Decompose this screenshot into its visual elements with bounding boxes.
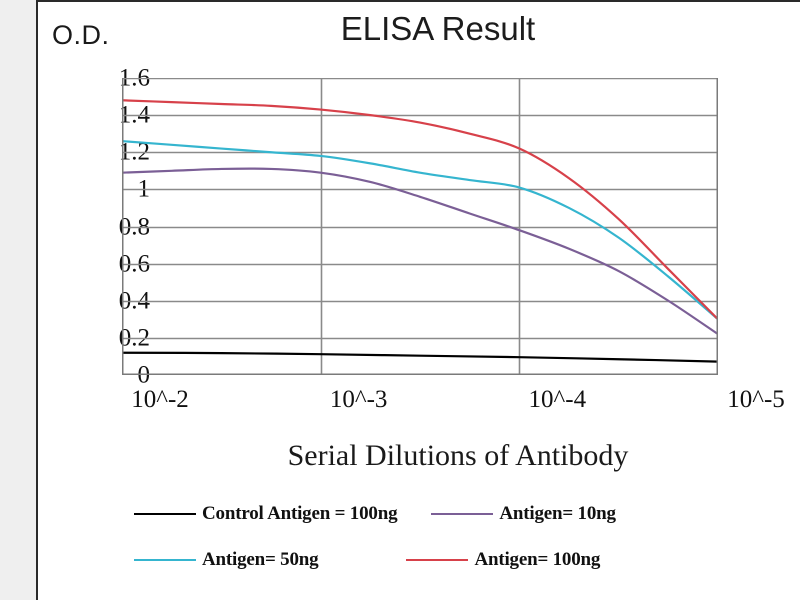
series-line xyxy=(122,167,718,336)
x-axis-tick-label: 10^-3 xyxy=(329,386,388,413)
chart-title: ELISA Result xyxy=(340,10,536,47)
legend-color-swatch xyxy=(134,513,196,515)
legend-antigen-50ng[interactable]: Antigen= 50ng xyxy=(134,549,319,571)
y-axis-tick-label: 0.8 xyxy=(118,213,150,240)
x-axis-tick-label: 10^-2 xyxy=(131,386,189,413)
legend-antigen-100ng[interactable]: Antigen= 100ng xyxy=(406,549,600,571)
x-axis-title: Serial Dilutions of Antibody xyxy=(287,439,629,472)
legend-label: Antigen= 50ng xyxy=(202,549,319,570)
x-axis-tick-label: 10^-5 xyxy=(727,386,785,413)
left-gutter xyxy=(0,0,36,600)
chart-legend: Control Antigen = 100ng Antigen= 10ng Ant… xyxy=(98,494,778,586)
legend-antigen-10ng[interactable]: Antigen= 10ng xyxy=(431,503,616,525)
plot-svg xyxy=(122,78,718,375)
series-line xyxy=(122,99,718,321)
y-axis-tick-label: 0 xyxy=(137,361,151,389)
legend-color-swatch xyxy=(431,513,494,515)
legend-row: Control Antigen = 100ng Antigen= 10ng xyxy=(98,494,800,534)
chart-canvas: O.D. ELISA Result 0 0.2 0.4 0.6 0.8 1 1.2 1.4 1.… xyxy=(38,2,800,600)
frame-top-border xyxy=(36,0,800,2)
y-axis-title: O.D. xyxy=(52,20,110,50)
series-line xyxy=(122,351,718,363)
x-axis-tick-label: 10^-4 xyxy=(528,386,587,413)
legend-label: Antigen= 10ng xyxy=(499,503,616,524)
plot-area xyxy=(122,78,718,375)
frame-left-border xyxy=(36,0,38,600)
x-axis-tick-labels: 10^-2 10^-3 10^-4 10^-5 xyxy=(76,386,800,420)
legend-row: Antigen= 50ng Antigen= 100ng xyxy=(98,540,800,580)
legend-color-swatch xyxy=(134,559,196,561)
legend-label: Antigen= 100ng xyxy=(474,549,601,570)
y-axis-tick-label: 0.6 xyxy=(118,250,150,278)
legend-color-swatch xyxy=(406,559,469,561)
legend-label: Control Antigen = 100ng xyxy=(202,503,398,524)
series-line xyxy=(122,140,718,321)
legend-control-antigen-100ng[interactable]: Control Antigen = 100ng xyxy=(134,503,398,525)
